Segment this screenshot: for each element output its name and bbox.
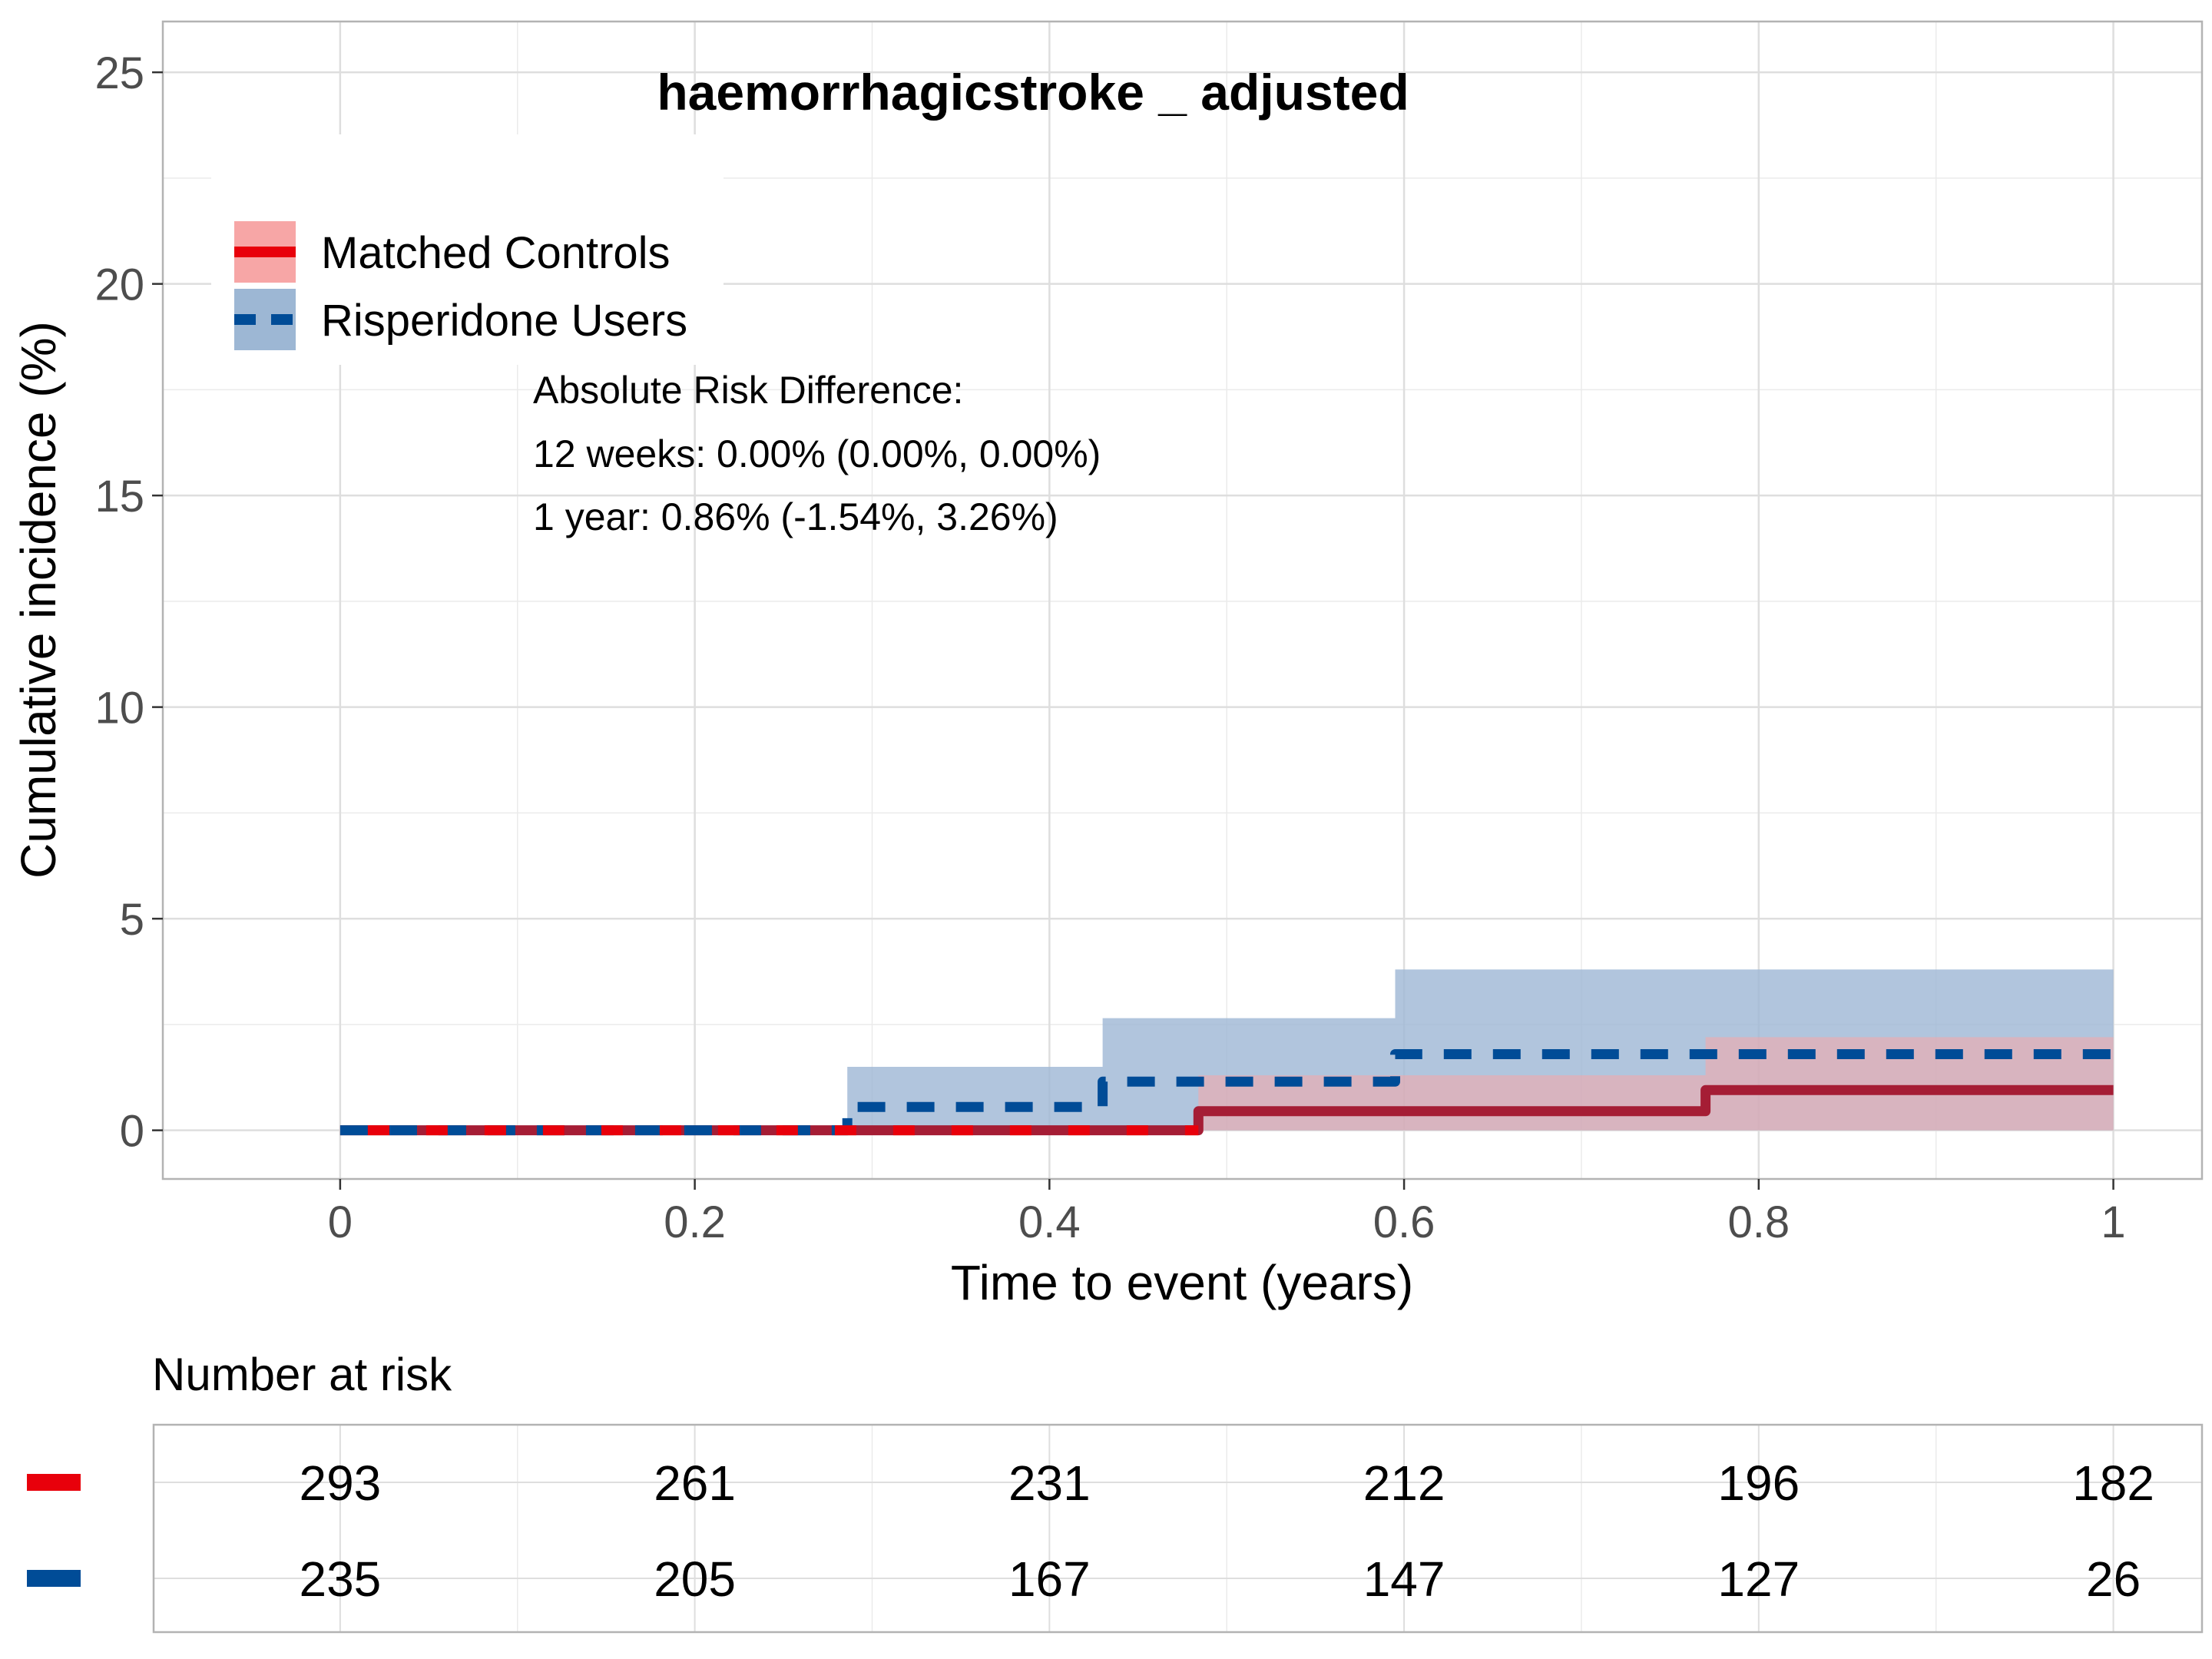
series-line xyxy=(339,1084,2114,1136)
risk-value: 235 xyxy=(299,1551,381,1607)
risk-value: 167 xyxy=(1008,1551,1091,1607)
risk-value: 26 xyxy=(2086,1551,2141,1607)
y-tick-label: 25 xyxy=(94,48,144,98)
x-tick-label: 0.2 xyxy=(664,1197,726,1247)
y-tick-label: 0 xyxy=(120,1107,144,1157)
panel-border xyxy=(161,20,2204,1181)
risk-difference-annotation: Absolute Risk Difference: 12 weeks: 0.00… xyxy=(533,369,1101,538)
y-tick-label: 15 xyxy=(94,472,144,522)
series-lines xyxy=(339,1049,2114,1136)
risk-value: 182 xyxy=(2072,1455,2154,1511)
y-tick-label: 5 xyxy=(120,895,144,945)
annotation-line: Absolute Risk Difference: xyxy=(533,369,963,412)
risk-value: 205 xyxy=(654,1551,736,1607)
y-tick-label: 20 xyxy=(94,260,144,310)
risk-table: 293 261 231 212 196 182 235 205 167 147 127 26 xyxy=(27,1423,2204,1634)
risk-value: 212 xyxy=(1363,1455,1445,1511)
legend-label: Risperidone Users xyxy=(321,296,687,346)
x-tick-label: 0.4 xyxy=(1018,1197,1081,1247)
y-tick-label: 10 xyxy=(94,684,144,733)
x-axis: 0 0.2 0.4 0.6 0.8 1 xyxy=(328,1179,2126,1247)
risk-table-keys xyxy=(27,1474,81,1587)
plot-panel xyxy=(161,20,2204,1181)
annotation-line: 1 year: 0.86% (-1.54%, 3.26%) xyxy=(533,495,1058,538)
legend-item-matched-controls: Matched Controls xyxy=(234,221,671,283)
x-tick-label: 1 xyxy=(2101,1197,2125,1247)
risk-table-border xyxy=(152,1423,2204,1634)
x-tick-label: 0.8 xyxy=(1728,1197,1790,1247)
legend: Matched Controls Risperidone Users xyxy=(211,134,724,365)
x-tick-label: 0 xyxy=(328,1197,353,1247)
legend-label: Matched Controls xyxy=(321,228,671,278)
risk-table-title: Number at risk xyxy=(152,1349,452,1400)
risk-value: 261 xyxy=(654,1455,736,1511)
annotation-line: 12 weeks: 0.00% (0.00%, 0.00%) xyxy=(533,432,1101,475)
risk-value: 147 xyxy=(1363,1551,1445,1607)
risk-value: 293 xyxy=(299,1455,381,1511)
risk-table-gridlines xyxy=(154,1425,2202,1632)
legend-background xyxy=(211,134,724,365)
chart-title: haemorrhagicstroke _ adjusted xyxy=(657,64,1409,121)
risk-table-values: 293 261 231 212 196 182 235 205 167 147 127 26 xyxy=(299,1455,2154,1607)
risk-value: 196 xyxy=(1717,1455,1800,1511)
risk-value: 231 xyxy=(1008,1455,1091,1511)
risk-value: 127 xyxy=(1717,1551,1800,1607)
x-axis-label: Time to event (years) xyxy=(951,1255,1413,1310)
legend-item-risperidone-users: Risperidone Users xyxy=(234,289,687,350)
x-tick-label: 0.6 xyxy=(1373,1197,1435,1247)
y-axis-label: Cumulative incidence (%) xyxy=(11,321,66,879)
y-axis: 0 5 10 15 20 25 xyxy=(94,48,163,1157)
